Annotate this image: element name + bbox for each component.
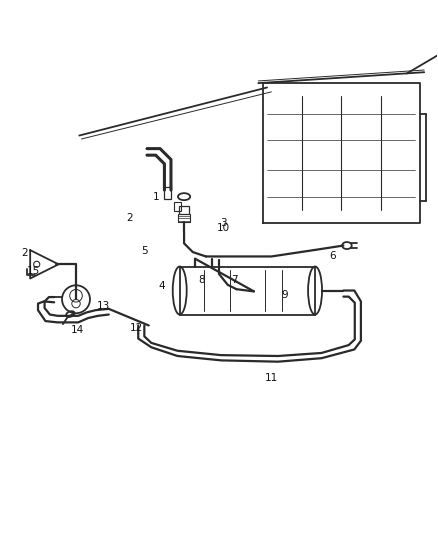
Bar: [179, 206, 189, 214]
Text: 5: 5: [141, 246, 148, 256]
Text: 7: 7: [231, 274, 237, 285]
Text: 11: 11: [265, 373, 278, 383]
Text: 4: 4: [159, 281, 166, 291]
Bar: [174, 202, 180, 212]
Bar: [180, 266, 315, 314]
Text: 1: 1: [152, 192, 159, 201]
Text: 10: 10: [217, 223, 230, 233]
Text: 3: 3: [220, 218, 227, 228]
Text: 9: 9: [281, 290, 288, 300]
Text: 8: 8: [198, 274, 205, 285]
Text: 2: 2: [126, 214, 133, 223]
Text: 2: 2: [21, 248, 28, 259]
Text: 6: 6: [329, 251, 336, 261]
Text: 15: 15: [27, 266, 40, 276]
Text: 14: 14: [71, 325, 84, 335]
Bar: [164, 187, 171, 199]
Text: 13: 13: [97, 301, 110, 311]
Text: 12: 12: [129, 322, 143, 333]
